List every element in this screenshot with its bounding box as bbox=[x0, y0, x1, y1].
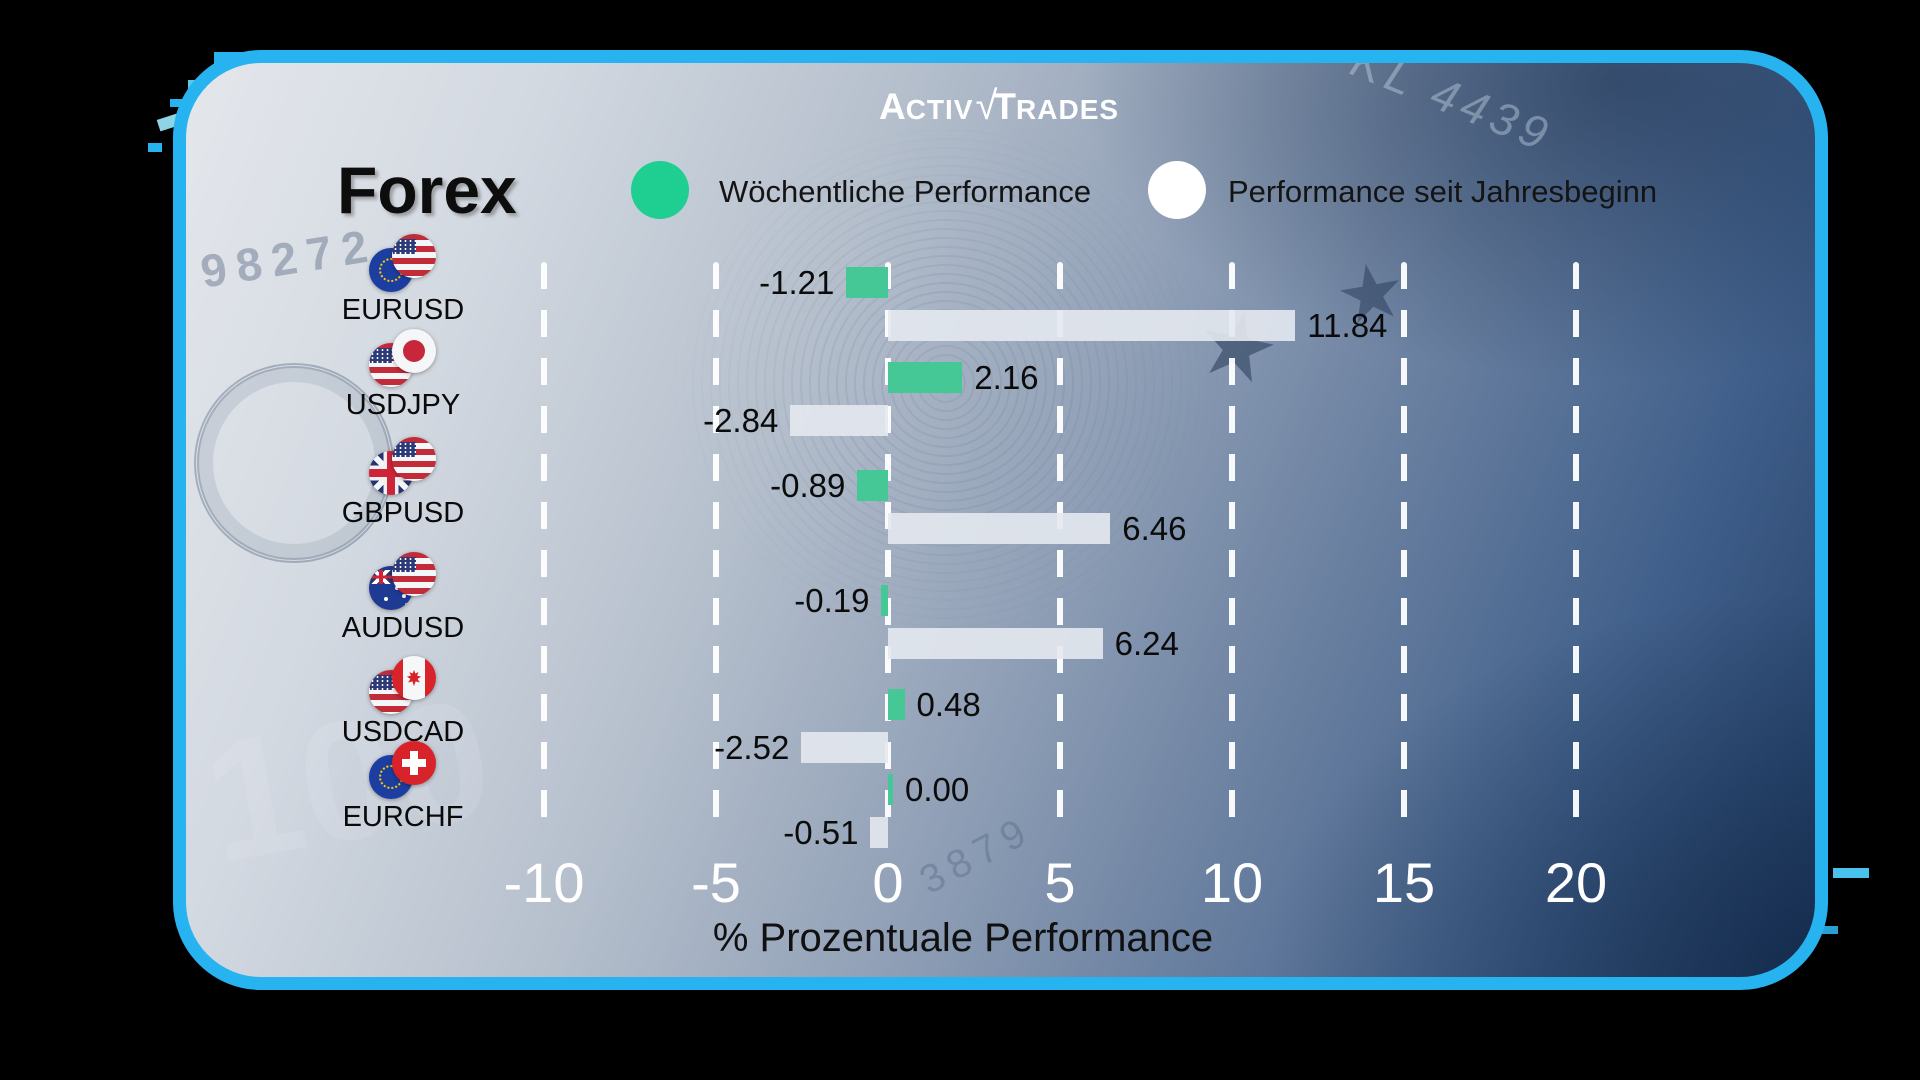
legend-label: Performance seit Jahresbeginn bbox=[1228, 174, 1658, 209]
logo-text: CTIV bbox=[905, 94, 974, 125]
flag-us-icon bbox=[392, 437, 436, 481]
banknote-faint-digits: 3879 bbox=[912, 807, 1040, 903]
flag-pair-usdcad bbox=[369, 656, 439, 724]
flag-ca-icon bbox=[392, 656, 436, 700]
logo-text: T bbox=[993, 86, 1017, 127]
x-axis-label: % Prozentuale Performance bbox=[712, 916, 1214, 960]
confetti-bit bbox=[1816, 926, 1838, 934]
gridline-10 bbox=[1229, 262, 1235, 824]
confetti-bit bbox=[170, 99, 183, 107]
bar-ytd-eurchf bbox=[870, 817, 888, 848]
banknote-serial-right: KL 4439 bbox=[1343, 50, 1561, 162]
x-tick-label-5: 5 bbox=[1044, 851, 1076, 914]
value-label-ytd-usdjpy: -2.84 bbox=[703, 401, 779, 439]
flag-ch-icon bbox=[392, 741, 436, 785]
confetti-bit bbox=[1833, 868, 1869, 878]
pair-label-eurchf: EURCHF bbox=[342, 801, 464, 833]
x-tick-label-20: 20 bbox=[1544, 851, 1608, 914]
value-label-ytd-eurusd: 11.84 bbox=[1307, 306, 1388, 344]
bar-weekly-eurchf bbox=[888, 774, 893, 805]
flag-au-icon bbox=[369, 566, 413, 610]
gridline-20 bbox=[1573, 262, 1579, 824]
banknote-serial-left: 98272 bbox=[197, 218, 381, 298]
page-title: Forex bbox=[337, 153, 517, 227]
legend-label: Wöchentliche Performance bbox=[719, 174, 1092, 209]
value-label-ytd-usdcad: -2.52 bbox=[714, 728, 790, 766]
logo-text: RADES bbox=[1016, 94, 1120, 125]
pair-label-gbpusd: GBPUSD bbox=[341, 497, 465, 529]
euro-star-icon: ★ bbox=[1186, 288, 1289, 406]
x-tick-label-0: 0 bbox=[872, 851, 904, 914]
value-label-ytd-eurchf: -0.51 bbox=[783, 813, 859, 851]
value-label-weekly-usdjpy: 2.16 bbox=[974, 358, 1039, 396]
bar-weekly-usdjpy bbox=[888, 362, 963, 393]
white-circle-icon bbox=[1148, 161, 1206, 219]
flag-pair-gbpusd bbox=[369, 437, 439, 505]
activtrades-logo: ACTIV√TRADES bbox=[849, 84, 1149, 129]
value-label-weekly-eurusd: -1.21 bbox=[759, 263, 835, 301]
value-label-weekly-audusd: -0.19 bbox=[794, 581, 870, 619]
flag-pair-usdjpy bbox=[369, 329, 439, 397]
pair-label-eurusd: EURUSD bbox=[341, 294, 465, 326]
flag-pair-eurchf bbox=[369, 741, 439, 809]
gridline--10 bbox=[541, 262, 547, 824]
bar-ytd-gbpusd bbox=[888, 513, 1111, 544]
flag-us-icon bbox=[392, 552, 436, 596]
euro-100-watermark: 100 bbox=[191, 662, 504, 900]
value-label-ytd-audusd: 6.24 bbox=[1114, 624, 1179, 662]
value-label-weekly-eurchf: 0.00 bbox=[905, 770, 970, 808]
green-circle-icon bbox=[631, 161, 689, 219]
bar-ytd-usdcad bbox=[801, 732, 888, 763]
value-label-weekly-usdcad: 0.48 bbox=[916, 685, 981, 723]
x-tick-label--10: -10 bbox=[503, 851, 585, 914]
confetti-bit bbox=[148, 143, 162, 152]
x-tick-label--5: -5 bbox=[691, 851, 741, 914]
gridline--5 bbox=[713, 262, 719, 824]
bar-ytd-audusd bbox=[888, 628, 1103, 659]
bar-weekly-gbpusd bbox=[857, 470, 888, 501]
x-tick-label-10: 10 bbox=[1200, 851, 1264, 914]
flag-us-icon bbox=[392, 234, 436, 278]
logo-text: A bbox=[878, 86, 906, 127]
logo-check-icon: √ bbox=[975, 84, 998, 128]
value-label-ytd-gbpusd: 6.46 bbox=[1122, 509, 1187, 547]
bar-ytd-usdjpy bbox=[790, 405, 888, 436]
x-tick-label-15: 15 bbox=[1372, 851, 1436, 914]
bar-weekly-usdcad bbox=[888, 689, 905, 720]
gridline-15 bbox=[1401, 262, 1407, 824]
pair-label-audusd: AUDUSD bbox=[341, 612, 465, 644]
bar-weekly-eurusd bbox=[846, 267, 888, 298]
bar-weekly-audusd bbox=[881, 585, 888, 616]
pair-label-usdjpy: USDJPY bbox=[345, 389, 461, 421]
flag-jp-icon bbox=[392, 329, 436, 373]
value-label-weekly-gbpusd: -0.89 bbox=[770, 466, 846, 504]
flag-pair-audusd bbox=[369, 552, 439, 620]
flag-pair-eurusd bbox=[369, 234, 439, 302]
bar-ytd-eurusd bbox=[888, 310, 1296, 341]
